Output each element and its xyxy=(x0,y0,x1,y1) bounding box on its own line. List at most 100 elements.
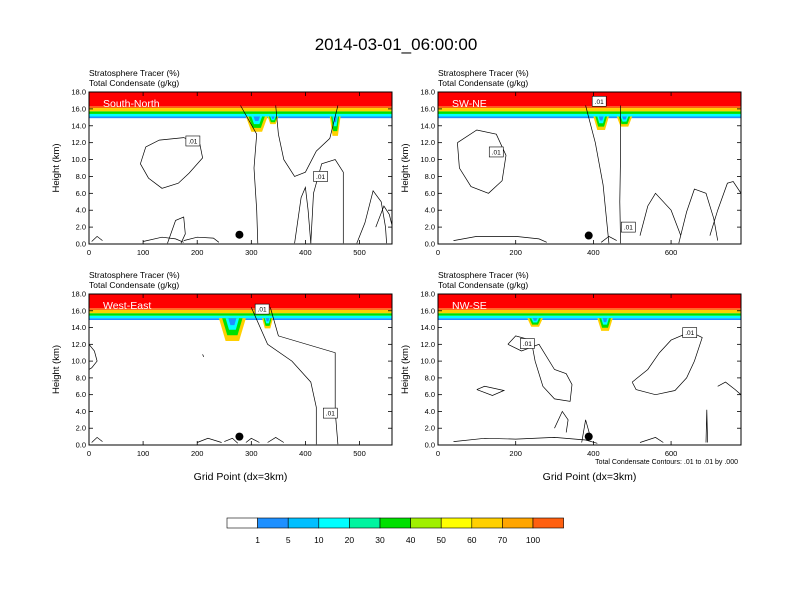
tracer-layer xyxy=(438,315,741,319)
condensate-contour xyxy=(375,205,392,228)
x-tick-label: 400 xyxy=(299,449,312,458)
x-tick-label: 400 xyxy=(587,248,600,257)
colorbar-label: 100 xyxy=(526,535,540,545)
y-tick-label: 2.0 xyxy=(425,424,435,433)
contour-label-box xyxy=(591,95,607,107)
x-tick-label: 0 xyxy=(87,248,91,257)
colorbar-swatch xyxy=(287,517,320,529)
tracer-intrusion xyxy=(265,318,270,322)
contour-label-box xyxy=(520,338,535,349)
y-tick-label: 6.0 xyxy=(425,390,435,399)
location-marker xyxy=(235,432,244,441)
x-tick-label: 100 xyxy=(137,248,150,257)
y-tick-label: 2.0 xyxy=(76,223,86,232)
tracer-layer xyxy=(438,313,741,316)
y-tick-label: 0.0 xyxy=(425,240,435,249)
condensate-contour xyxy=(554,410,569,433)
colorbar-label: 20 xyxy=(345,535,355,545)
panel-3: Stratosphere Tracer (%)Total Condensate … xyxy=(400,270,742,483)
tracer-intrusion xyxy=(532,318,538,321)
panel-direction-label: SW-NE xyxy=(452,98,487,110)
y-tick-label: 2.0 xyxy=(425,223,435,232)
y-tick-label: 0.0 xyxy=(76,441,86,450)
location-marker xyxy=(584,432,593,441)
y-tick-label: 10.0 xyxy=(420,357,435,366)
condensate-contour xyxy=(356,189,387,244)
y-tick-label: 4.0 xyxy=(425,407,435,416)
colorbar-label: 60 xyxy=(467,535,477,545)
colorbar-swatch xyxy=(532,517,564,529)
panel-frame xyxy=(437,293,742,446)
contour-footnote: Total Condensate Contours: .01 to .01 by… xyxy=(595,459,738,466)
x-tick-label: 100 xyxy=(137,449,150,458)
condensate-contour xyxy=(224,437,239,444)
colorbar-swatch xyxy=(410,517,442,529)
tracer-intrusion xyxy=(602,318,608,323)
condensate-contour xyxy=(453,236,547,243)
panel-2: Stratosphere Tracer (%)Total Condensate … xyxy=(51,270,393,483)
contour-label: .01 xyxy=(188,138,197,145)
colorbar-label: 40 xyxy=(406,535,416,545)
condensate-contour xyxy=(717,381,741,395)
y-tick-label: 0.0 xyxy=(76,240,86,249)
y-tick-label: 14.0 xyxy=(420,323,435,332)
condensate-contour xyxy=(631,331,703,396)
condensate-contour xyxy=(91,436,103,443)
condensate-contour xyxy=(705,409,708,443)
colorbar-label: 70 xyxy=(498,535,508,545)
colorbar-swatch xyxy=(257,517,289,529)
contour-label-box xyxy=(488,146,504,158)
plot-area: .01 .01 xyxy=(438,294,741,444)
y-tick-label: 4.0 xyxy=(76,407,86,416)
y-tick-label: 14.0 xyxy=(71,323,86,332)
x-tick-label: 600 xyxy=(665,248,678,257)
y-axis-label: Height (km) xyxy=(51,345,62,394)
contour-label-box xyxy=(313,171,328,182)
colorbar-swatch xyxy=(349,517,381,529)
tracer-layer xyxy=(438,111,741,114)
y-axis-label: Height (km) xyxy=(400,143,411,192)
y-tick-label: 0.0 xyxy=(425,441,435,450)
panels-group: Stratosphere Tracer (%)Total Condensate … xyxy=(51,68,742,483)
condensate-contour xyxy=(275,105,339,177)
y-tick-label: 6.0 xyxy=(425,189,435,198)
colorbar-swatch xyxy=(440,517,473,529)
x-tick-label: 0 xyxy=(436,449,440,458)
y-tick-label: 2.0 xyxy=(76,424,86,433)
tracer-layer xyxy=(438,309,741,314)
y-tick-label: 10.0 xyxy=(71,155,86,164)
x-tick-label: 600 xyxy=(665,449,678,458)
y-tick-label: 12.0 xyxy=(71,138,86,147)
x-tick-label: 300 xyxy=(245,449,258,458)
y-tick-label: 12.0 xyxy=(71,340,86,349)
colorbar: 1 5 10 20 30 40 50 60 70 100 xyxy=(226,517,564,545)
tracer-layer xyxy=(89,315,392,319)
y-tick-label: 14.0 xyxy=(420,121,435,130)
condensate-contour xyxy=(143,236,184,243)
condensate-contour xyxy=(91,235,103,242)
condensate-contour xyxy=(245,437,260,443)
tracer-layer xyxy=(89,313,392,316)
figure-title: 2014-03-01_06:00:00 xyxy=(315,35,478,54)
contour-label-box xyxy=(682,327,698,338)
y-tick-label: 14.0 xyxy=(71,121,86,130)
tracer-intrusion xyxy=(271,116,275,119)
tracer-layer xyxy=(89,111,392,114)
condensate-contour xyxy=(600,235,617,243)
panel-direction-label: South-North xyxy=(103,98,160,110)
contour-label-box xyxy=(323,407,338,419)
panel-frame xyxy=(88,91,393,245)
tracer-layer xyxy=(438,108,741,112)
y-tick-label: 12.0 xyxy=(420,138,435,147)
tracer-layer xyxy=(438,92,741,107)
condensate-contour xyxy=(267,436,284,443)
contour-label-box xyxy=(621,221,636,233)
contour-label: .01 xyxy=(624,225,633,232)
y-tick-label: 10.0 xyxy=(420,155,435,164)
location-marker xyxy=(584,231,593,240)
colorbar-label: 30 xyxy=(375,535,385,545)
y-axis-label: Height (km) xyxy=(400,345,411,394)
y-tick-label: 8.0 xyxy=(425,172,435,181)
y-tick-label: 16.0 xyxy=(420,104,435,113)
x-tick-label: 500 xyxy=(353,449,366,458)
